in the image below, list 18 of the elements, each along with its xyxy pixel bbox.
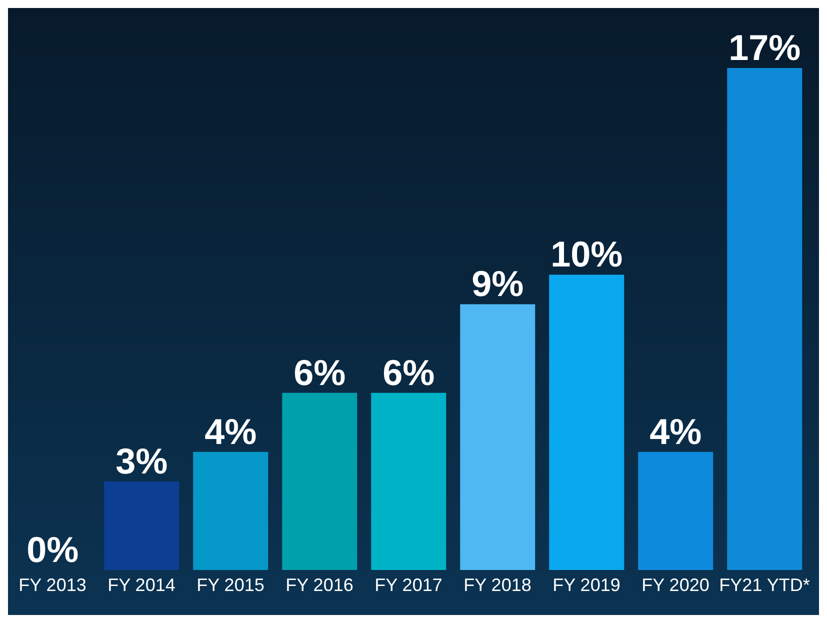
data-label: 0% [26,529,79,570]
data-label: 4% [204,410,257,452]
x-tick-label: FY21 YTD* [719,574,810,595]
x-tick-label: FY 2013 [18,574,86,595]
data-label: 9% [472,263,524,304]
data-label: 3% [116,440,168,482]
data-label: 17% [728,27,801,68]
x-tick-label: FY 2020 [642,574,710,595]
x-tick-label: FY 2016 [286,574,354,595]
data-label: 10% [550,234,623,275]
data-label: 4% [650,410,702,452]
x-tick-label: FY 2019 [552,574,620,595]
x-tick-label: FY 2018 [464,574,532,595]
x-tick-label: FY 2015 [196,574,264,595]
x-tick-label: FY 2017 [374,574,442,595]
data-label: 6% [294,352,346,393]
x-tick-label: FY 2014 [108,574,176,595]
data-label: 6% [382,352,435,393]
